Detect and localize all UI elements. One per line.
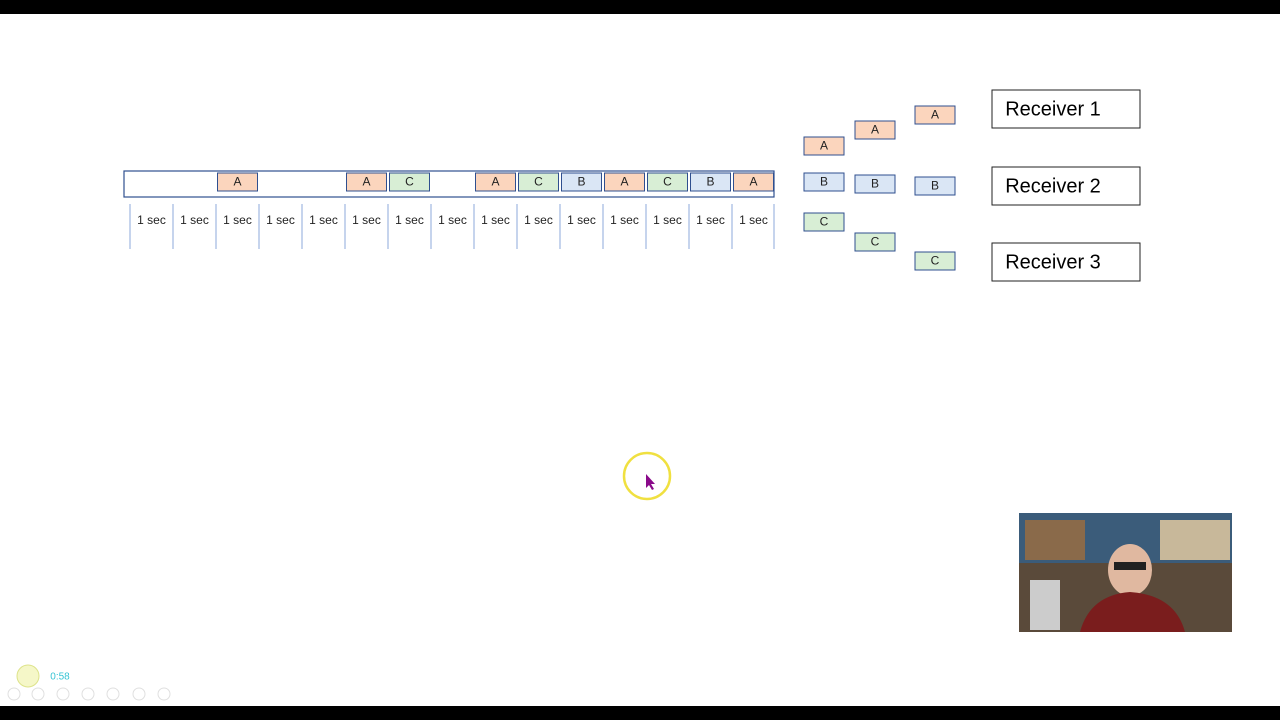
packet-label: A: [871, 123, 879, 137]
packet: [217, 172, 258, 192]
packet: [690, 172, 731, 192]
packet-label: A: [620, 175, 628, 189]
packet-label: A: [233, 175, 241, 189]
packet-label: A: [931, 108, 939, 122]
webcam: [1019, 513, 1232, 632]
slot-label: 1 sec: [567, 213, 596, 227]
slot-label: 1 sec: [223, 213, 252, 227]
packet-label: B: [820, 175, 828, 189]
receiver-label: Receiver 2: [1005, 175, 1101, 197]
bottom-bar: [0, 706, 1280, 720]
slot-label: 1 sec: [352, 213, 381, 227]
slot-label: 1 sec: [524, 213, 553, 227]
packet: [803, 212, 845, 232]
packet: [914, 105, 956, 125]
slot-label: 1 sec: [438, 213, 467, 227]
packet: [914, 176, 956, 196]
packet-label: B: [706, 175, 714, 189]
packet: [854, 232, 896, 252]
packet-label: C: [534, 175, 543, 189]
packet-label: C: [871, 235, 880, 249]
receiver-box: [991, 242, 1141, 282]
packet-label: A: [491, 175, 499, 189]
slot-label: 1 sec: [137, 213, 166, 227]
packet-label: B: [577, 175, 585, 189]
packet: [854, 120, 896, 140]
packet-label: A: [820, 139, 828, 153]
packet: [733, 172, 774, 192]
packet-label: C: [820, 215, 829, 229]
slot-label: 1 sec: [180, 213, 209, 227]
receiver-label: Receiver 1: [1005, 98, 1101, 120]
packet-label: B: [871, 177, 879, 191]
receiver-label: Receiver 3: [1005, 251, 1101, 273]
top-bar: [0, 0, 1280, 14]
packet-label: A: [362, 175, 370, 189]
packet: [914, 251, 956, 271]
packet: [647, 172, 688, 192]
slot-label: 1 sec: [696, 213, 725, 227]
slot-label: 1 sec: [739, 213, 768, 227]
packet: [518, 172, 559, 192]
packet: [346, 172, 387, 192]
receiver-box: [991, 89, 1141, 129]
packet-label: C: [405, 175, 414, 189]
slot-label: 1 sec: [610, 213, 639, 227]
packet: [475, 172, 516, 192]
packet: [389, 172, 430, 192]
player-controls: [7, 687, 171, 701]
packet-label: C: [663, 175, 672, 189]
packet: [803, 136, 845, 156]
packet-label: C: [931, 254, 940, 268]
packet-label: A: [749, 175, 757, 189]
slot-label: 1 sec: [481, 213, 510, 227]
player-time: 0:58: [50, 672, 70, 683]
receiver-box: [991, 166, 1141, 206]
slot-label: 1 sec: [266, 213, 295, 227]
slot-label: 1 sec: [395, 213, 424, 227]
slot-label: 1 sec: [653, 213, 682, 227]
cursor-highlight: [622, 451, 672, 501]
player-button[interactable]: [16, 664, 40, 688]
packet: [854, 174, 896, 194]
cursor: [646, 474, 655, 490]
packet-label: B: [931, 179, 939, 193]
packet: [803, 172, 845, 192]
slot-label: 1 sec: [309, 213, 338, 227]
packet: [561, 172, 602, 192]
packet: [604, 172, 645, 192]
